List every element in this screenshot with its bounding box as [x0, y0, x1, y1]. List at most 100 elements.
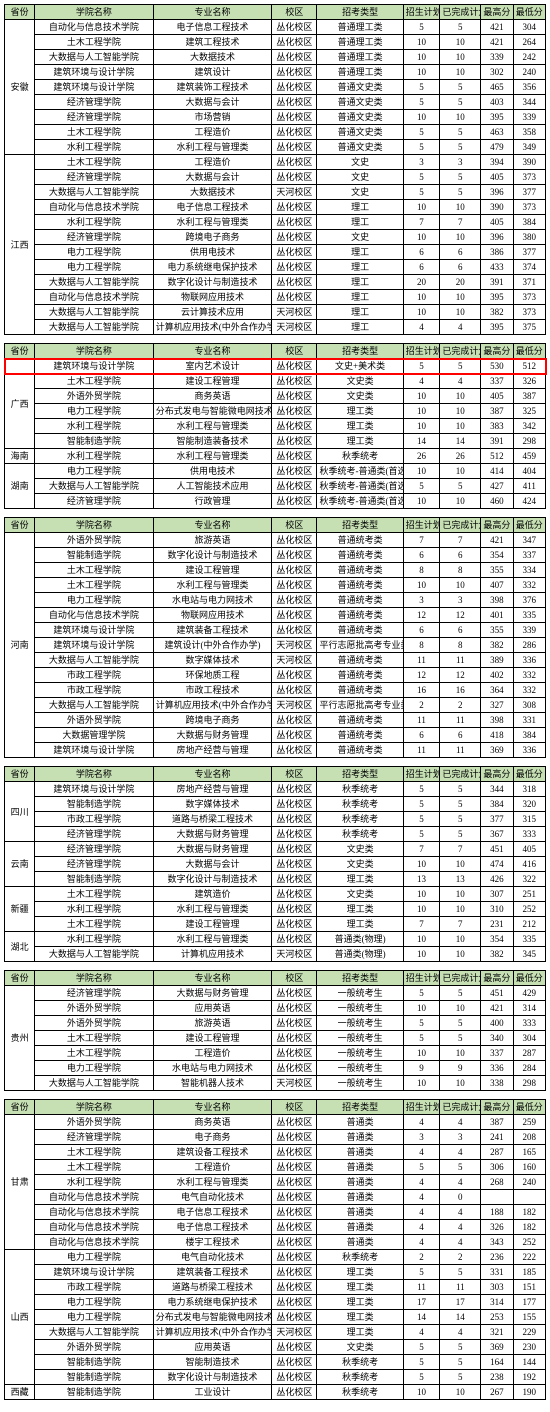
cell: 333: [513, 1016, 545, 1031]
cell: 4: [440, 1115, 481, 1130]
cell: 364: [481, 683, 513, 698]
cell: 400: [481, 1016, 513, 1031]
cell: 5: [440, 125, 481, 140]
cell: 应用英语: [153, 1001, 272, 1016]
cell: 丛化校区: [272, 623, 317, 638]
cell: 13: [403, 872, 440, 887]
cell: 369: [481, 1340, 513, 1355]
cell: 工程造价: [153, 1160, 272, 1175]
col-header: 最低分: [513, 971, 545, 986]
cell: 6: [440, 728, 481, 743]
cell: 10: [403, 494, 440, 509]
col-header: 学院名称: [35, 5, 154, 20]
cell: 336: [481, 1061, 513, 1076]
cell: 丛化校区: [272, 797, 317, 812]
cell: 大数据与人工智能学院: [35, 1325, 154, 1340]
cell: 秋季统考: [317, 812, 403, 827]
cell: 天河校区: [272, 185, 317, 200]
cell: 332: [513, 683, 545, 698]
cell: 2: [403, 1250, 440, 1265]
data-row: 土木工程学院水利工程与管理类丛化校区普通统考类1010407332: [5, 578, 546, 593]
cell: 10: [440, 389, 481, 404]
col-header: 已完成计划: [440, 971, 481, 986]
cell: 242: [513, 50, 545, 65]
cell: 421: [481, 533, 513, 548]
cell: 9: [403, 1061, 440, 1076]
admission-table: 省份学院名称专业名称校区招考类型招生计划已完成计划最高分最低分贵州经济管理学院大…: [4, 970, 546, 1091]
data-row: 自动化与信息技术学院电子信息工程技术丛化校区理工1010390373: [5, 200, 546, 215]
cell: 大数据与会计: [153, 170, 272, 185]
cell: 185: [513, 1265, 545, 1280]
cell: 382: [481, 305, 513, 320]
col-header: 学院名称: [35, 344, 154, 359]
cell: 外语外贸学院: [35, 713, 154, 728]
cell: 405: [481, 215, 513, 230]
cell: 373: [513, 200, 545, 215]
cell: 3: [403, 593, 440, 608]
data-row: 经济管理学院市场营销丛化校区普通文史类1010395339: [5, 110, 546, 125]
cell: 337: [513, 548, 545, 563]
cell: 11: [440, 653, 481, 668]
cell: 307: [481, 887, 513, 902]
province-cell: 新疆: [5, 887, 35, 932]
cell: 165: [513, 1145, 545, 1160]
cell: 326: [513, 374, 545, 389]
cell: 经济管理学院: [35, 230, 154, 245]
cell: 6: [403, 260, 440, 275]
cell: 一般统考生: [317, 1046, 403, 1061]
cell: 4: [440, 1205, 481, 1220]
cell: 大数据与人工智能学院: [35, 947, 154, 962]
cell: 丛化校区: [272, 842, 317, 857]
cell: 物联网应用技术: [153, 608, 272, 623]
cell: 10: [403, 65, 440, 80]
province-cell: 贵州: [5, 986, 35, 1091]
cell: 373: [513, 305, 545, 320]
cell: 6: [403, 728, 440, 743]
data-row: 外语外贸学院应用英语丛化校区一般统考生1010421314: [5, 1001, 546, 1016]
cell: 336: [513, 743, 545, 758]
col-header: 招生计划: [403, 5, 440, 20]
cell: 315: [513, 812, 545, 827]
cell: 10: [403, 464, 440, 479]
cell: 自动化与信息技术学院: [35, 1220, 154, 1235]
cell: 大数据与会计: [153, 857, 272, 872]
cell: 155: [513, 1310, 545, 1325]
cell: 丛化校区: [272, 578, 317, 593]
cell: 丛化校区: [272, 1175, 317, 1190]
cell: 旅游英语: [153, 1016, 272, 1031]
cell: 188: [481, 1205, 513, 1220]
cell: 房地产经营与管理: [153, 782, 272, 797]
cell: 丛化校区: [272, 1355, 317, 1370]
data-row: 安徽自动化与信息技术学院电子信息工程技术丛化校区普通理工类55421304: [5, 20, 546, 35]
cell: 20: [403, 275, 440, 290]
cell: 水电站与电力网技术: [153, 1061, 272, 1076]
cell: 426: [481, 872, 513, 887]
cell: 应用英语: [153, 1340, 272, 1355]
cell: 丛化校区: [272, 917, 317, 932]
cell: 自动化与信息技术学院: [35, 1235, 154, 1250]
col-header: 最高分: [481, 344, 513, 359]
admission-table: 省份学院名称专业名称校区招考类型招生计划已完成计划最高分最低分广西建筑环境与设计…: [4, 343, 546, 509]
cell: 土木工程学院: [35, 125, 154, 140]
cell: 秋季统考: [317, 1250, 403, 1265]
cell: 丛化校区: [272, 1220, 317, 1235]
cell: 402: [481, 668, 513, 683]
col-header: 招考类型: [317, 344, 403, 359]
cell: 5: [440, 797, 481, 812]
cell: 26: [440, 449, 481, 464]
cell: 工程造价: [153, 1046, 272, 1061]
cell: 5: [440, 185, 481, 200]
cell: 398: [481, 713, 513, 728]
cell: 164: [481, 1355, 513, 1370]
cell: 298: [513, 1076, 545, 1091]
cell: 文史: [317, 155, 403, 170]
cell: 11: [403, 713, 440, 728]
cell: 秋季统考: [317, 1370, 403, 1385]
cell: 丛化校区: [272, 1340, 317, 1355]
cell: 335: [513, 932, 545, 947]
cell: 文史类: [317, 1340, 403, 1355]
cell: 5: [403, 185, 440, 200]
cell: 普通统考类: [317, 608, 403, 623]
cell: 512: [513, 359, 545, 374]
cell: 10: [403, 1046, 440, 1061]
